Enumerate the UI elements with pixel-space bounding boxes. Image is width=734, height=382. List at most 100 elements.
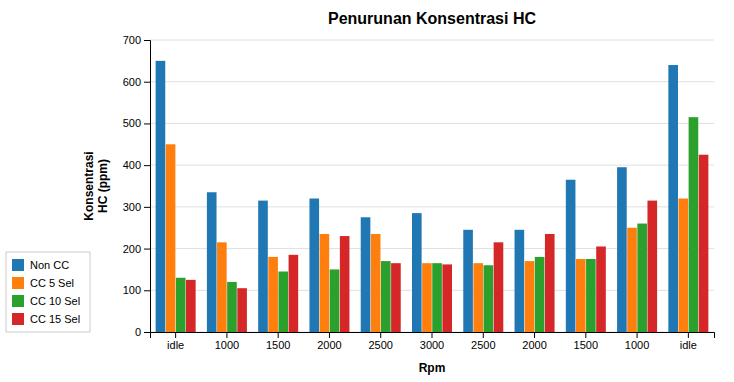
x-tick-mark [688, 332, 689, 338]
grid [150, 40, 714, 332]
x-tick-label: 1000 [215, 339, 239, 351]
bar [361, 217, 371, 332]
legend-swatch [12, 295, 24, 307]
bar [463, 230, 473, 332]
legend-item: CC 5 Sel [12, 277, 74, 289]
bar-series [166, 144, 688, 332]
legend-label: CC 5 Sel [30, 277, 74, 289]
y-axis-label-line: HC (ppm) [96, 159, 110, 213]
legend-item: Non CC [12, 259, 69, 271]
bar [156, 61, 166, 332]
x-tick-mark [329, 332, 330, 338]
bar [647, 201, 657, 332]
y-tick: 400 [123, 159, 150, 171]
bar [617, 167, 627, 332]
y-tick-label: 200 [123, 243, 141, 255]
legend-label: Non CC [30, 259, 69, 271]
y-tick-label: 300 [123, 201, 141, 213]
bar [217, 242, 227, 332]
y-axis: 0100200300400500600700 [123, 34, 151, 338]
bar [309, 199, 319, 332]
x-tick-label: idle [167, 339, 184, 351]
bar [627, 228, 637, 332]
y-tick-label: 600 [123, 76, 141, 88]
legend-swatch [12, 313, 24, 325]
bar [391, 263, 401, 332]
axis-line [151, 333, 715, 339]
y-tick: 700 [123, 34, 150, 46]
y-tick-mark [144, 82, 150, 83]
legend-label: CC 15 Sel [30, 313, 80, 325]
legend-frame [6, 252, 90, 332]
x-tick-mark [278, 332, 279, 338]
bar [668, 65, 678, 332]
bar [484, 265, 494, 332]
bar-series [156, 61, 678, 332]
bar [237, 288, 247, 332]
bar [278, 272, 288, 332]
x-tick: 2000 [317, 332, 341, 351]
bars [156, 61, 709, 332]
y-tick: 300 [123, 201, 150, 213]
bar-series [186, 155, 708, 332]
x-tick-mark [637, 332, 638, 338]
bar [473, 263, 483, 332]
bar [207, 192, 217, 332]
bar [176, 278, 186, 332]
y-tick-label: 0 [135, 326, 141, 338]
x-tick-mark [585, 332, 586, 338]
bar [432, 263, 442, 332]
y-axis-label-line: Konsentrasi [82, 151, 96, 220]
bar [494, 242, 504, 332]
bar [422, 263, 432, 332]
bar [412, 213, 422, 332]
chart-title: Penurunan Konsentrasi HC [328, 10, 536, 27]
legend-item: CC 15 Sel [12, 313, 80, 325]
y-tick-mark [144, 332, 150, 333]
x-tick: 1500 [266, 332, 290, 351]
bar [381, 261, 391, 332]
x-tick-label: 1500 [574, 339, 598, 351]
y-tick: 200 [123, 243, 150, 255]
bar [637, 224, 647, 332]
bar [586, 259, 596, 332]
x-tick-mark [175, 332, 176, 338]
bar [289, 255, 299, 332]
x-tick-label: idle [680, 339, 697, 351]
y-tick-label: 400 [123, 159, 141, 171]
x-tick: 2000 [522, 332, 546, 351]
bar [699, 155, 709, 332]
x-tick-label: 1500 [266, 339, 290, 351]
bar [166, 144, 176, 332]
x-tick-label: 2500 [471, 339, 495, 351]
x-tick: 3000 [420, 332, 444, 351]
y-tick-mark [144, 249, 150, 250]
x-tick-label: 2000 [522, 339, 546, 351]
x-tick-mark [483, 332, 484, 338]
x-tick: idle [680, 332, 697, 351]
x-axis-label: Rpm [419, 361, 446, 375]
legend-label: CC 10 Sel [30, 295, 80, 307]
legend-item: CC 10 Sel [12, 295, 80, 307]
bar [371, 234, 381, 332]
grid-line [150, 40, 714, 41]
plot-area: idle100015002000250030002500200015001000… [123, 34, 715, 351]
bar-series [176, 117, 698, 332]
x-tick-label: 3000 [420, 339, 444, 351]
bar [268, 257, 278, 332]
bar [227, 282, 237, 332]
bar [596, 246, 606, 332]
bar [576, 259, 586, 332]
bar [545, 234, 555, 332]
y-tick-mark [144, 207, 150, 208]
x-tick-mark [226, 332, 227, 338]
x-tick: 1500 [574, 332, 598, 351]
x-tick-mark [380, 332, 381, 338]
x-tick: 1000 [215, 332, 239, 351]
y-tick-label: 100 [123, 284, 141, 296]
legend-swatch [12, 277, 24, 289]
legend-swatch [12, 259, 24, 271]
bar [258, 201, 268, 332]
grid-line [150, 123, 714, 124]
bar [320, 234, 330, 332]
